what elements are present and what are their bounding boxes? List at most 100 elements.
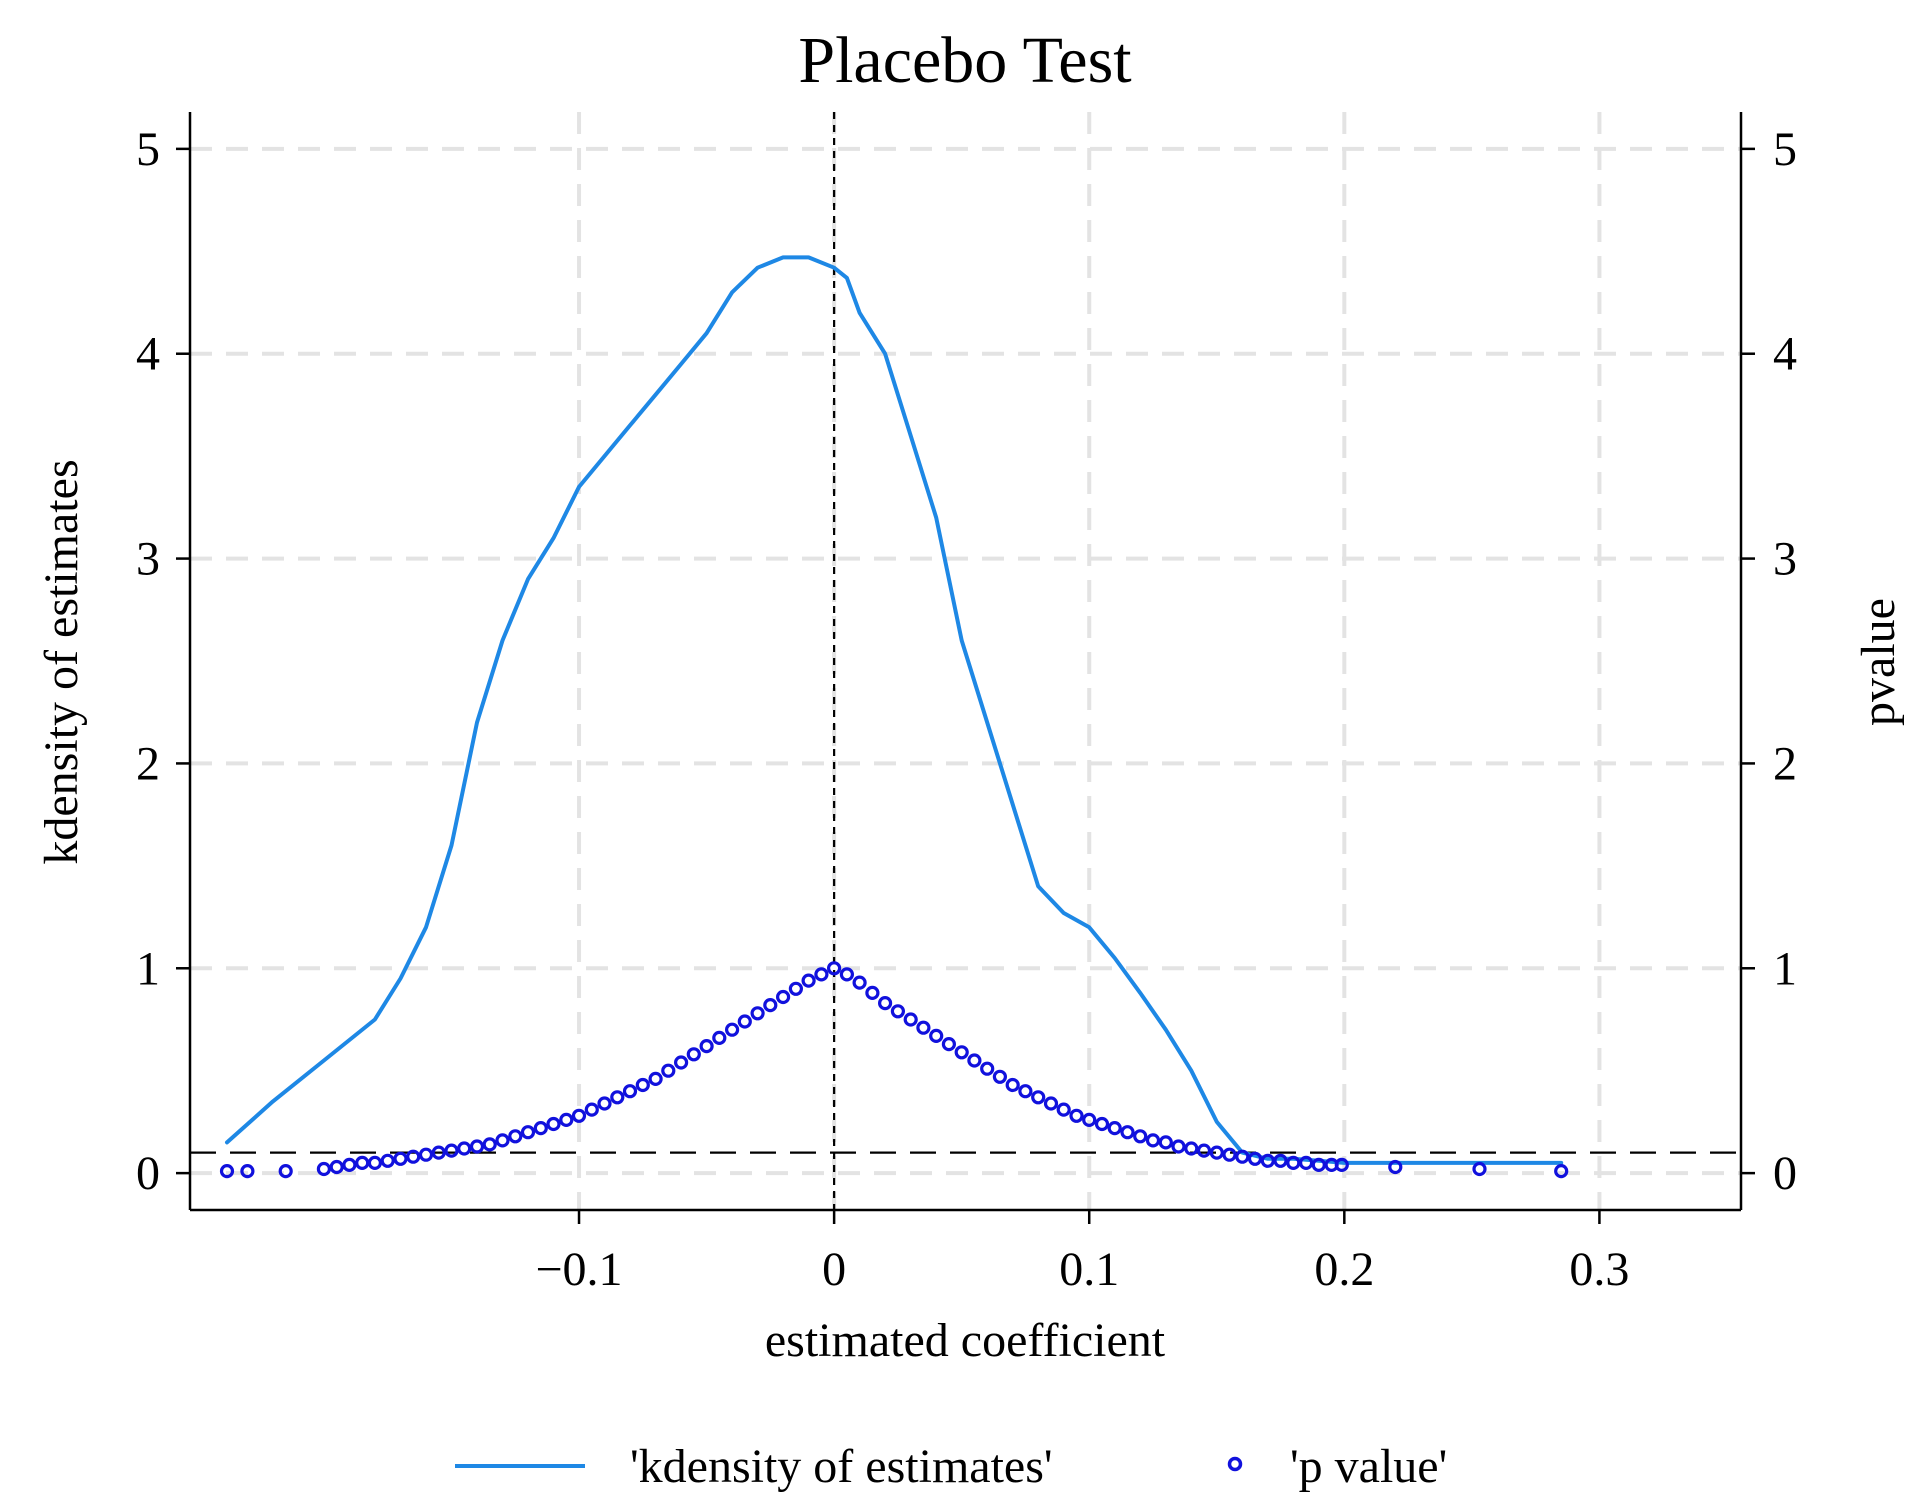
pvalue-point: [661, 1063, 676, 1078]
pvalue-point: [559, 1112, 574, 1128]
pvalue-point: [839, 967, 855, 982]
pvalue-point: [750, 1006, 765, 1021]
pvalue-point: [1334, 1157, 1349, 1173]
axes: −0.1 0 0.1 0.2 0.3 0 1 2 3 4 5 0 1 2 3 4 5: [136, 112, 1797, 1296]
pvalue-point: [1222, 1147, 1237, 1162]
pvalue-point: [1247, 1151, 1263, 1166]
pvalue-point: [431, 1145, 446, 1160]
legend-kdensity-label: 'kdensity of estimates': [630, 1440, 1053, 1493]
pvalue-point: [278, 1163, 293, 1179]
pvalue-point: [1273, 1153, 1288, 1168]
pvalue-point: [546, 1116, 561, 1132]
kdensity-series-line: [225, 255, 1564, 1165]
pvalue-point: [967, 1053, 982, 1068]
y-tick-label-left: 3: [136, 533, 160, 586]
pvalue-point: [380, 1153, 395, 1168]
y-tick-label-left: 1: [136, 942, 160, 995]
pvalue-point: [1107, 1120, 1122, 1136]
y-axis-label-right: pvalue: [1852, 598, 1905, 726]
pvalue-point: [1031, 1090, 1046, 1105]
pvalue-point: [775, 989, 791, 1005]
pvalue-point: [393, 1151, 408, 1166]
pvalue-point: [852, 975, 867, 990]
y-tick-label-right: 2: [1773, 737, 1797, 790]
pvalue-point: [648, 1071, 663, 1087]
x-axis-label: estimated coefficient: [765, 1314, 1166, 1367]
pvalue-point: [814, 967, 829, 982]
y-axis-label-left: kdensity of estimates: [35, 459, 88, 864]
pvalue-point: [1082, 1112, 1097, 1128]
pvalue-point: [482, 1137, 497, 1152]
pvalue-point: [1286, 1155, 1301, 1171]
pvalue-point: [622, 1084, 638, 1099]
reference-lines: [190, 112, 1741, 1210]
pvalue-point: [916, 1020, 931, 1035]
pvalue-point: [1018, 1084, 1033, 1099]
pvalue-point: [673, 1055, 689, 1070]
pvalue-point: [219, 1163, 235, 1179]
pvalue-point: [826, 961, 842, 976]
pvalue-point: [1171, 1139, 1186, 1154]
y-tick-label-right: 4: [1773, 328, 1797, 381]
pvalue-point: [954, 1045, 969, 1060]
pvalue-point: [367, 1155, 382, 1171]
pvalue-point: [1133, 1129, 1148, 1144]
pvalue-point: [686, 1047, 701, 1062]
pvalue-point: [406, 1149, 421, 1164]
y-tick-label-left: 5: [136, 123, 160, 176]
pvalue-point: [1472, 1161, 1487, 1177]
pvalue-point: [584, 1102, 599, 1117]
pvalue-point: [495, 1133, 510, 1148]
pvalue-point: [992, 1069, 1008, 1084]
y-tick-label-right: 5: [1773, 123, 1797, 176]
pvalue-point: [1120, 1125, 1135, 1140]
x-tick-label: −0.1: [535, 1243, 622, 1296]
pvalue-point: [469, 1139, 485, 1154]
series: [219, 255, 1569, 1179]
pvalue-point: [1094, 1116, 1110, 1132]
pvalue-point: [329, 1159, 344, 1175]
pvalue-point: [635, 1077, 650, 1093]
pvalue-point: [980, 1061, 995, 1076]
pvalue-point: [801, 973, 816, 988]
pvalue-point: [865, 985, 880, 1001]
x-tick-label: 0: [822, 1243, 846, 1296]
pvalue-point: [520, 1125, 536, 1140]
pvalue-point: [444, 1143, 459, 1158]
chart-title: Placebo Test: [798, 24, 1131, 97]
pvalue-point: [1298, 1155, 1314, 1171]
pvalue-point: [240, 1163, 255, 1179]
pvalue-point: [1056, 1102, 1071, 1117]
pvalue-point: [342, 1157, 357, 1173]
grid: [190, 112, 1741, 1210]
pvalue-point: [699, 1038, 714, 1054]
pvalue-point: [1554, 1163, 1569, 1179]
pvalue-point: [1209, 1145, 1224, 1160]
pvalue-point: [508, 1129, 523, 1144]
pvalue-point: [418, 1147, 434, 1162]
x-tick-label: 0.3: [1569, 1243, 1629, 1296]
legend-pvalue-marker: [1227, 1456, 1243, 1472]
pvalue-point: [724, 1022, 740, 1037]
pvalue-point: [610, 1090, 625, 1105]
pvalue-point: [316, 1161, 331, 1177]
x-tick-label: 0.2: [1314, 1243, 1374, 1296]
pvalue-point: [1184, 1141, 1199, 1156]
pvalue-point: [1388, 1159, 1403, 1175]
pvalue-point: [1158, 1135, 1173, 1150]
pvalue-point: [1311, 1157, 1326, 1173]
pvalue-point: [1043, 1096, 1059, 1111]
pvalue-point: [571, 1108, 587, 1123]
pvalue-point: [355, 1155, 370, 1171]
pvalue-point: [457, 1141, 472, 1156]
pvalue-point: [929, 1028, 944, 1044]
pvalue-point: [533, 1120, 548, 1136]
y-tick-label-right: 3: [1773, 533, 1797, 586]
y-tick-label-right: 0: [1773, 1147, 1797, 1200]
pvalue-point: [737, 1014, 752, 1029]
y-tick-label-left: 0: [136, 1147, 160, 1200]
pvalue-point: [1069, 1108, 1084, 1123]
pvalue-point: [712, 1030, 727, 1046]
legend-pvalue-label: 'p value': [1290, 1440, 1447, 1493]
